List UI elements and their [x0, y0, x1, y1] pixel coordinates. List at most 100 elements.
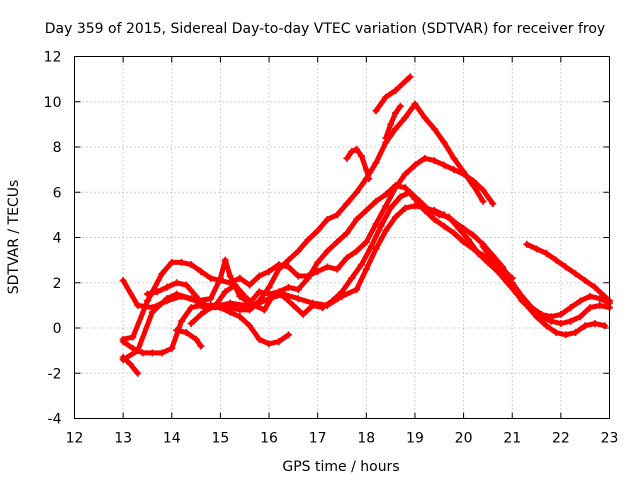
- data-point-marker: [450, 166, 458, 174]
- data-point-marker: [197, 342, 205, 350]
- x-tick-label: 22: [552, 431, 570, 447]
- data-point-marker: [401, 114, 409, 122]
- data-point-marker: [265, 340, 273, 348]
- data-point-marker: [377, 222, 385, 230]
- chart-title: Day 359 of 2015, Sidereal Day-to-day VTE…: [45, 21, 605, 37]
- data-point-marker: [178, 317, 185, 325]
- data-point-marker: [362, 166, 370, 174]
- data-point-marker: [285, 331, 292, 339]
- series-track-i: [119, 353, 142, 377]
- data-point-marker: [362, 206, 370, 214]
- series-band: [344, 146, 372, 182]
- data-point-marker: [440, 161, 448, 169]
- data-point-marker: [353, 247, 361, 255]
- data-point-marker: [285, 256, 292, 264]
- data-point-marker: [596, 301, 604, 309]
- data-point-marker: [119, 335, 127, 343]
- data-point-marker: [148, 304, 156, 312]
- data-point-marker: [523, 240, 531, 248]
- data-point-marker: [430, 157, 438, 165]
- x-tick-label: 23: [601, 431, 619, 447]
- data-point-marker: [421, 114, 429, 122]
- data-point-marker: [119, 276, 127, 284]
- data-point-marker: [392, 109, 399, 117]
- data-point-marker: [552, 256, 560, 264]
- data-point-marker: [168, 344, 176, 352]
- data-point-marker: [508, 274, 516, 282]
- x-axis-label: GPS time / hours: [282, 459, 399, 475]
- data-point-marker: [547, 317, 555, 325]
- data-point-marker: [401, 184, 409, 192]
- data-point-marker: [567, 304, 575, 312]
- x-tick-label: 20: [455, 431, 473, 447]
- data-point-marker: [591, 283, 599, 291]
- data-point-marker: [246, 299, 254, 307]
- data-point-marker: [362, 265, 370, 273]
- data-point-marker: [289, 301, 297, 309]
- series-track-m: [173, 326, 205, 350]
- data-point-marker: [323, 247, 331, 255]
- data-point-marker: [387, 204, 395, 212]
- data-point-marker: [450, 229, 458, 237]
- y-tick-label: 10: [44, 95, 62, 111]
- data-point-marker: [479, 186, 487, 194]
- data-point-marker: [246, 322, 254, 330]
- data-point-marker: [294, 295, 302, 303]
- data-point-marker: [187, 304, 195, 312]
- data-point-marker: [562, 263, 570, 271]
- data-point-marker: [382, 93, 390, 101]
- data-point-marker: [528, 306, 536, 314]
- data-point-marker: [143, 297, 151, 305]
- data-point-marker: [178, 258, 185, 266]
- data-point-marker: [139, 349, 147, 357]
- data-point-marker: [542, 322, 550, 330]
- data-point-marker: [601, 292, 609, 300]
- data-point-marker: [392, 125, 399, 133]
- y-tick-label: 12: [44, 50, 62, 66]
- data-point-marker: [216, 274, 224, 282]
- data-point-marker: [601, 322, 609, 330]
- data-point-marker: [187, 319, 195, 327]
- data-point-marker: [430, 125, 438, 133]
- data-point-marker: [163, 297, 171, 305]
- data-point-marker: [406, 73, 414, 81]
- data-point-marker: [129, 333, 137, 341]
- x-tick-label: 13: [114, 431, 132, 447]
- data-point-marker: [173, 326, 181, 334]
- data-point-marker: [586, 304, 594, 312]
- data-point-marker: [353, 145, 361, 153]
- data-point-marker: [586, 292, 594, 300]
- data-point-marker: [392, 213, 399, 221]
- data-point-marker: [173, 279, 181, 287]
- data-point-marker: [353, 188, 361, 196]
- data-point-marker: [499, 270, 506, 278]
- series-band: [524, 241, 612, 304]
- data-point-marker: [479, 243, 487, 251]
- y-tick-label: 0: [53, 321, 62, 337]
- data-point-marker: [571, 270, 579, 278]
- data-point-marker: [323, 263, 331, 271]
- series-band: [383, 103, 403, 141]
- data-point-marker: [542, 249, 550, 257]
- y-tick-label: -2: [48, 366, 62, 382]
- series-track-g: [479, 243, 613, 327]
- data-point-marker: [255, 272, 263, 280]
- data-point-marker: [362, 238, 370, 246]
- data-point-marker: [469, 245, 477, 253]
- series-track-j: [343, 145, 373, 183]
- data-point-marker: [357, 152, 365, 160]
- data-point-marker: [396, 102, 404, 110]
- data-point-marker: [421, 206, 429, 214]
- data-point-marker: [372, 159, 380, 167]
- data-point-marker: [265, 290, 273, 298]
- data-point-marker: [533, 245, 541, 253]
- data-point-marker: [581, 276, 589, 284]
- series-track-l: [372, 73, 414, 115]
- data-point-marker: [489, 256, 497, 264]
- data-point-marker: [591, 319, 599, 327]
- data-point-marker: [226, 299, 234, 307]
- data-point-marker: [216, 304, 224, 312]
- data-point-marker: [552, 329, 560, 337]
- data-point-marker: [304, 274, 312, 282]
